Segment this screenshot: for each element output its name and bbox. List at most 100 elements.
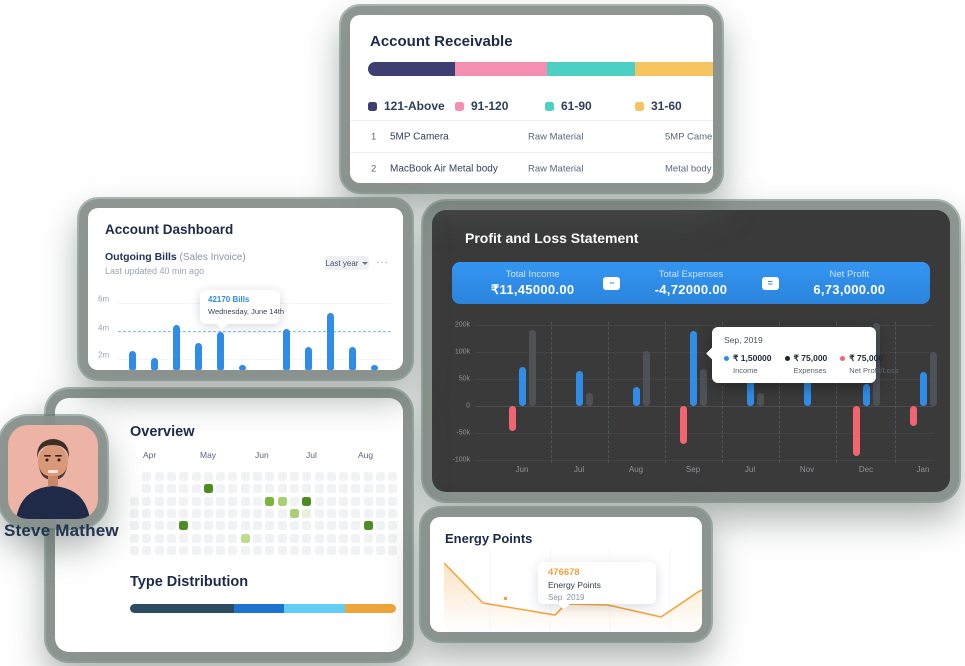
heatmap-cell[interactable] — [130, 545, 139, 555]
heatmap-cell[interactable] — [289, 521, 299, 531]
heatmap-cell[interactable] — [253, 472, 262, 481]
heatmap-cell[interactable] — [302, 521, 312, 531]
heatmap-cell[interactable] — [326, 521, 336, 531]
heatmap-cell[interactable] — [203, 521, 213, 531]
heatmap-cell[interactable] — [265, 545, 275, 555]
heatmap-cell[interactable] — [289, 472, 299, 481]
heatmap-cell[interactable] — [203, 496, 213, 506]
heatmap-cell[interactable] — [154, 472, 164, 481]
heatmap-cell[interactable] — [277, 545, 287, 555]
avatar[interactable] — [8, 425, 98, 519]
heatmap-cell[interactable] — [216, 472, 226, 481]
heatmap-cell[interactable] — [289, 496, 299, 506]
heatmap-cell[interactable] — [154, 533, 164, 543]
heatmap-cell[interactable] — [179, 533, 189, 543]
heatmap-cell[interactable] — [166, 472, 176, 481]
heatmap-cell[interactable] — [314, 496, 324, 506]
heatmap-cell[interactable] — [302, 472, 312, 481]
heatmap-cell[interactable] — [339, 484, 349, 494]
heatmap-cell[interactable] — [253, 496, 262, 506]
heatmap-cell[interactable] — [326, 545, 336, 555]
heatmap-cell[interactable] — [142, 496, 152, 506]
heatmap-cell[interactable] — [191, 521, 201, 531]
heatmap-cell[interactable] — [191, 545, 201, 555]
heatmap-cell[interactable] — [179, 496, 189, 506]
heatmap-cell[interactable] — [154, 508, 164, 518]
heatmap-cell[interactable] — [277, 484, 287, 494]
heatmap-cell[interactable] — [166, 521, 176, 531]
heatmap-cell[interactable] — [289, 484, 299, 494]
heatmap-cell[interactable] — [314, 545, 324, 555]
heatmap-cell[interactable] — [253, 508, 262, 518]
heatmap-cell[interactable] — [376, 484, 385, 494]
table-row[interactable]: 1 5MP Camera Raw Material 5MP Camera — [350, 120, 713, 152]
range-selector[interactable]: Last year — [325, 256, 369, 270]
heatmap-cell[interactable] — [302, 545, 312, 555]
heatmap-cell[interactable] — [388, 496, 398, 506]
heatmap-cell[interactable] — [216, 484, 226, 494]
heatmap-cell[interactable] — [277, 521, 287, 531]
heatmap-cell[interactable] — [203, 484, 213, 494]
heatmap-cell[interactable] — [216, 521, 226, 531]
heatmap-cell[interactable] — [363, 533, 373, 543]
heatmap-cell[interactable] — [314, 521, 324, 531]
heatmap-cell[interactable] — [130, 496, 139, 506]
heatmap-cell[interactable] — [142, 484, 152, 494]
heatmap-cell[interactable] — [142, 508, 152, 518]
heatmap-cell[interactable] — [289, 545, 299, 555]
heatmap-cell[interactable] — [277, 508, 287, 518]
heatmap-cell[interactable] — [351, 496, 361, 506]
heatmap-cell[interactable] — [326, 533, 336, 543]
heatmap-cell[interactable] — [265, 496, 275, 506]
heatmap-cell[interactable] — [166, 496, 176, 506]
heatmap-cell[interactable] — [179, 521, 189, 531]
heatmap-cell[interactable] — [302, 508, 312, 518]
heatmap-cell[interactable] — [191, 508, 201, 518]
heatmap-cell[interactable] — [253, 545, 262, 555]
heatmap-cell[interactable] — [203, 545, 213, 555]
heatmap-cell[interactable] — [253, 521, 262, 531]
heatmap-cell[interactable] — [203, 472, 213, 481]
heatmap-cell[interactable] — [265, 533, 275, 543]
heatmap-cell[interactable] — [265, 521, 275, 531]
heatmap-cell[interactable] — [228, 484, 238, 494]
heatmap-cell[interactable] — [191, 472, 201, 481]
heatmap-cell[interactable] — [388, 484, 398, 494]
heatmap-cell[interactable] — [179, 472, 189, 481]
legend-item[interactable]: 31-60 — [635, 99, 682, 113]
heatmap-cell[interactable] — [314, 508, 324, 518]
heatmap-cell[interactable] — [363, 472, 373, 481]
heatmap-cell[interactable] — [376, 533, 385, 543]
heatmap-cell[interactable] — [351, 472, 361, 481]
heatmap-cell[interactable] — [228, 472, 238, 481]
heatmap-cell[interactable] — [326, 508, 336, 518]
heatmap-cell[interactable] — [228, 533, 238, 543]
heatmap-cell[interactable] — [203, 533, 213, 543]
heatmap-cell[interactable] — [376, 472, 385, 481]
heatmap-cell[interactable] — [376, 496, 385, 506]
heatmap-cell[interactable] — [130, 508, 139, 518]
heatmap-cell[interactable] — [351, 533, 361, 543]
heatmap-cell[interactable] — [142, 533, 152, 543]
heatmap-cell[interactable] — [240, 472, 250, 481]
heatmap-cell[interactable] — [376, 545, 385, 555]
heatmap-cell[interactable] — [388, 508, 398, 518]
heatmap-cell[interactable] — [363, 496, 373, 506]
heatmap-cell[interactable] — [314, 533, 324, 543]
more-menu-icon[interactable]: ··· — [376, 257, 389, 268]
heatmap-cell[interactable] — [216, 533, 226, 543]
heatmap-cell[interactable] — [363, 545, 373, 555]
heatmap-cell[interactable] — [191, 496, 201, 506]
heatmap-cell[interactable] — [166, 545, 176, 555]
heatmap-cell[interactable] — [166, 533, 176, 543]
heatmap-cell[interactable] — [130, 521, 139, 531]
heatmap-cell[interactable] — [191, 484, 201, 494]
heatmap-cell[interactable] — [240, 521, 250, 531]
legend-item[interactable]: 91-120 — [455, 99, 508, 113]
heatmap-cell[interactable] — [228, 545, 238, 555]
heatmap-cell[interactable] — [203, 508, 213, 518]
heatmap-cell[interactable] — [142, 472, 152, 481]
heatmap-cell[interactable] — [363, 508, 373, 518]
heatmap-cell[interactable] — [166, 508, 176, 518]
heatmap-cell[interactable] — [289, 508, 299, 518]
